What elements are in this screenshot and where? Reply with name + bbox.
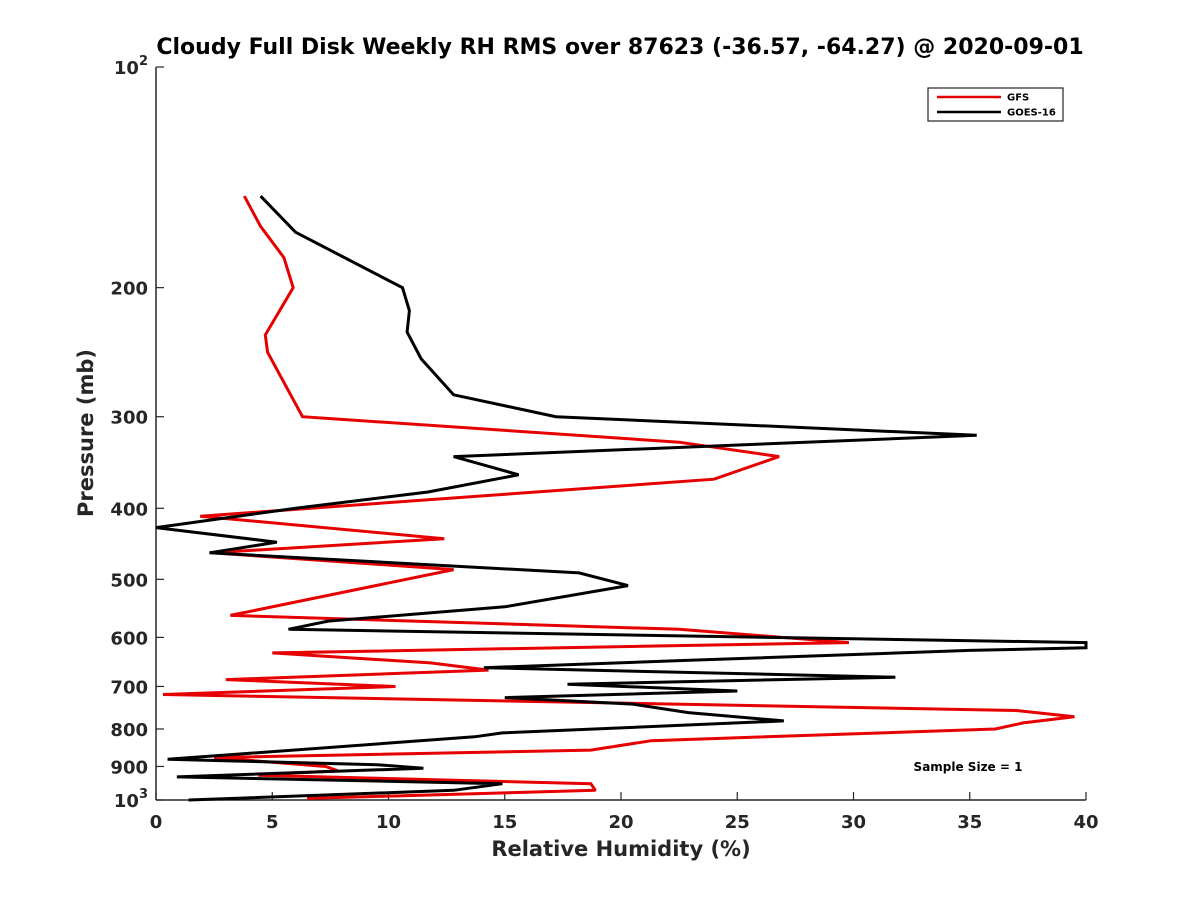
x-ticks: 0 5 10 15 20 25 30 35 40 (150, 792, 1099, 833)
y-tick-label: 600 (110, 628, 148, 649)
y-tick-exponent: 3 (139, 787, 148, 802)
x-tick-label: 40 (1073, 812, 1098, 833)
legend-entries: GFS GOES-16 (937, 93, 1056, 119)
y-tick-label: 300 (110, 408, 148, 429)
legend-label: GOES-16 (1007, 108, 1056, 119)
x-tick-label: 20 (608, 812, 633, 833)
x-tick-label: 35 (957, 812, 982, 833)
y-tick-label: 102 (114, 54, 148, 79)
y-axis-label: Pressure (mb) (74, 349, 98, 517)
sample-size-annotation: Sample Size = 1 (914, 760, 1023, 774)
y-tick-label: 800 (110, 720, 148, 741)
x-tick-label: 30 (841, 812, 866, 833)
series-group (155, 195, 1088, 802)
y-tick-label: 900 (110, 757, 148, 778)
y-tick-label: 103 (114, 787, 148, 812)
y-tick-base: 10 (114, 58, 139, 79)
y-tick-exponent: 2 (139, 54, 148, 69)
y-tick-label: 700 (110, 677, 148, 698)
chart-title: Cloudy Full Disk Weekly RH RMS over 8762… (156, 35, 1083, 60)
legend-label: GFS (1007, 93, 1029, 104)
x-tick-label: 15 (492, 812, 517, 833)
legend-box (927, 87, 1064, 122)
x-tick-label: 0 (150, 812, 163, 833)
x-tick-label: 5 (266, 812, 279, 833)
y-tick-label: 400 (110, 499, 148, 520)
plot-area: 0 5 10 15 20 25 30 35 40 10220030040050060070080… (110, 54, 1098, 833)
y-tick-base: 10 (114, 791, 139, 812)
y-tick-label: 200 (110, 279, 148, 300)
x-tick-label: 10 (376, 812, 401, 833)
y-tick-label: 500 (110, 570, 148, 591)
legend: GFS GOES-16 (927, 87, 1064, 122)
x-tick-label: 25 (725, 812, 750, 833)
series-line-gfs (162, 195, 1075, 800)
series-line-goes-16 (155, 195, 1088, 802)
x-axis-label: Relative Humidity (%) (491, 837, 750, 861)
